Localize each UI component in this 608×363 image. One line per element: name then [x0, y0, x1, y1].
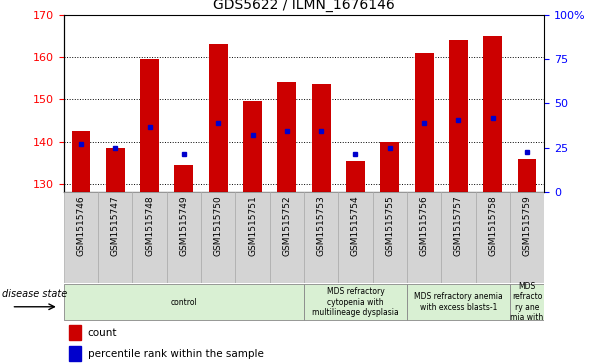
Text: MDS refractory
cytopenia with
multilineage dysplasia: MDS refractory cytopenia with multilinea… — [312, 287, 399, 317]
FancyBboxPatch shape — [407, 284, 510, 321]
FancyBboxPatch shape — [373, 192, 407, 283]
FancyBboxPatch shape — [338, 192, 373, 283]
FancyBboxPatch shape — [441, 192, 475, 283]
Bar — [346, 160, 365, 192]
Text: GSM1515749: GSM1515749 — [179, 195, 188, 256]
FancyBboxPatch shape — [235, 192, 270, 283]
Text: disease state: disease state — [2, 289, 67, 299]
Bar — [312, 85, 331, 192]
FancyBboxPatch shape — [167, 192, 201, 283]
Bar — [277, 82, 296, 192]
Bar — [106, 148, 125, 192]
Bar — [140, 59, 159, 192]
Bar — [483, 36, 502, 192]
Bar — [517, 159, 536, 192]
Bar — [69, 325, 81, 340]
Text: percentile rank within the sample: percentile rank within the sample — [88, 349, 264, 359]
Text: GSM1515754: GSM1515754 — [351, 195, 360, 256]
FancyBboxPatch shape — [64, 284, 304, 321]
FancyBboxPatch shape — [407, 192, 441, 283]
Text: GSM1515751: GSM1515751 — [248, 195, 257, 256]
Title: GDS5622 / ILMN_1676146: GDS5622 / ILMN_1676146 — [213, 0, 395, 12]
Text: GSM1515747: GSM1515747 — [111, 195, 120, 256]
FancyBboxPatch shape — [510, 192, 544, 283]
Text: GSM1515748: GSM1515748 — [145, 195, 154, 256]
Text: GSM1515758: GSM1515758 — [488, 195, 497, 256]
FancyBboxPatch shape — [475, 192, 510, 283]
Text: MDS refractory anemia
with excess blasts-1: MDS refractory anemia with excess blasts… — [414, 293, 503, 312]
Text: GSM1515752: GSM1515752 — [282, 195, 291, 256]
FancyBboxPatch shape — [133, 192, 167, 283]
Text: GSM1515759: GSM1515759 — [522, 195, 531, 256]
Text: GSM1515746: GSM1515746 — [77, 195, 86, 256]
FancyBboxPatch shape — [510, 284, 544, 321]
Bar — [243, 101, 262, 192]
Bar — [69, 346, 81, 361]
FancyBboxPatch shape — [98, 192, 133, 283]
Bar — [174, 165, 193, 192]
Text: GSM1515750: GSM1515750 — [214, 195, 223, 256]
FancyBboxPatch shape — [270, 192, 304, 283]
Text: count: count — [88, 328, 117, 338]
Bar — [209, 44, 227, 192]
Text: GSM1515755: GSM1515755 — [385, 195, 394, 256]
FancyBboxPatch shape — [304, 284, 407, 321]
FancyBboxPatch shape — [64, 192, 98, 283]
Text: GSM1515757: GSM1515757 — [454, 195, 463, 256]
Bar — [449, 40, 468, 192]
Text: control: control — [171, 298, 197, 307]
Text: GSM1515753: GSM1515753 — [317, 195, 326, 256]
Text: MDS
refracto
ry ane
mia with: MDS refracto ry ane mia with — [510, 282, 544, 322]
Text: GSM1515756: GSM1515756 — [420, 195, 429, 256]
Bar — [381, 142, 399, 192]
Bar — [415, 53, 434, 192]
Bar — [72, 131, 91, 192]
FancyBboxPatch shape — [201, 192, 235, 283]
FancyBboxPatch shape — [304, 192, 338, 283]
